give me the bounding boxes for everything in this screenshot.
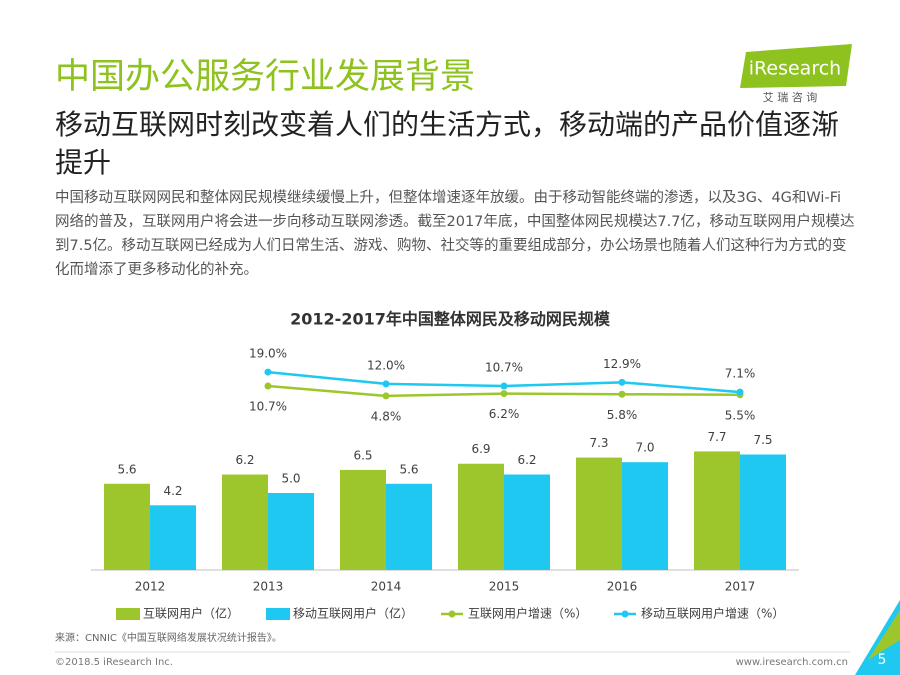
subtitle: 移动互联网时刻改变着人们的生活方式，移动端的产品价值逐渐提升 [55, 108, 840, 179]
legend-swatch [266, 608, 290, 620]
data-label: 12.9% [603, 357, 641, 371]
x-tick-label: 2012 [135, 580, 166, 594]
point [500, 382, 508, 390]
point [382, 380, 390, 388]
data-label: 5.8% [607, 408, 638, 422]
point [618, 390, 626, 398]
x-tick-label: 2017 [725, 580, 756, 594]
legend-point [448, 610, 456, 618]
bar [622, 462, 668, 570]
corner [855, 600, 900, 675]
bar [150, 505, 196, 570]
data-label: 6.2 [235, 453, 254, 467]
data-label: 10.7% [485, 361, 523, 375]
point [264, 368, 272, 376]
bar [458, 463, 504, 570]
page-number: 5 [878, 652, 887, 668]
data-label: 7.5 [753, 433, 772, 447]
logo-cn: 艾 瑞 咨 询 [763, 90, 818, 104]
data-label: 5.6 [117, 462, 136, 476]
data-label: 6.2% [489, 407, 520, 421]
x-tick-label: 2015 [489, 580, 520, 594]
data-label: 7.7 [707, 430, 726, 444]
chart-title: 2012-2017年中国整体网民及移动网民规模 [290, 310, 611, 329]
bar [740, 454, 786, 570]
data-label: 7.1% [725, 367, 756, 381]
point [382, 392, 390, 400]
legend-point [621, 610, 629, 618]
legend-label: 移动互联网用户（亿） [293, 606, 413, 621]
data-label: 5.5% [725, 408, 756, 422]
point [618, 378, 626, 386]
data-label: 7.0 [635, 441, 654, 455]
bar [268, 493, 314, 570]
bar [386, 483, 432, 570]
x-tick-label: 2013 [253, 580, 284, 594]
point [500, 390, 508, 398]
bar [504, 474, 550, 570]
data-label: 4.2 [163, 484, 182, 498]
legend-label: 互联网用户增速（%） [468, 606, 587, 621]
data-label: 12.0% [367, 358, 405, 372]
title: 中国办公服务行业发展背景 [55, 57, 476, 97]
bar [576, 457, 622, 570]
data-label: 5.0 [281, 472, 300, 486]
copyright: ©2018.5 iResearch Inc. [55, 657, 173, 668]
data-label: 7.3 [589, 436, 608, 450]
logo-shape [740, 44, 852, 88]
bar [104, 483, 150, 570]
x-tick-label: 2014 [371, 580, 402, 594]
body-text: 中国移动互联网网民和整体网民规模继续缓慢上升，但整体增速逐年放缓。由于移动智能终… [55, 190, 855, 278]
source: 来源：CNNIC《中国互联网络发展状况统计报告》。 [55, 631, 282, 644]
data-label: 6.2 [517, 453, 536, 467]
point [264, 382, 272, 390]
data-label: 10.7% [249, 400, 287, 414]
data-label: 19.0% [249, 347, 287, 361]
footer-url: www.iresearch.com.cn [736, 657, 848, 668]
bar [222, 474, 268, 570]
data-label: 5.6 [399, 462, 418, 476]
data-label: 6.9 [471, 442, 490, 456]
point [736, 388, 744, 396]
legend-label: 互联网用户（亿） [143, 606, 239, 621]
data-label: 4.8% [371, 409, 402, 423]
bar [694, 451, 740, 570]
x-tick-label: 2016 [607, 580, 638, 594]
legend-label: 移动互联网用户增速（%） [641, 606, 784, 621]
logo-brand: iResearch [749, 58, 841, 80]
legend-swatch [116, 608, 140, 620]
corner [868, 610, 900, 660]
data-label: 6.5 [353, 448, 372, 462]
bar [340, 469, 386, 570]
